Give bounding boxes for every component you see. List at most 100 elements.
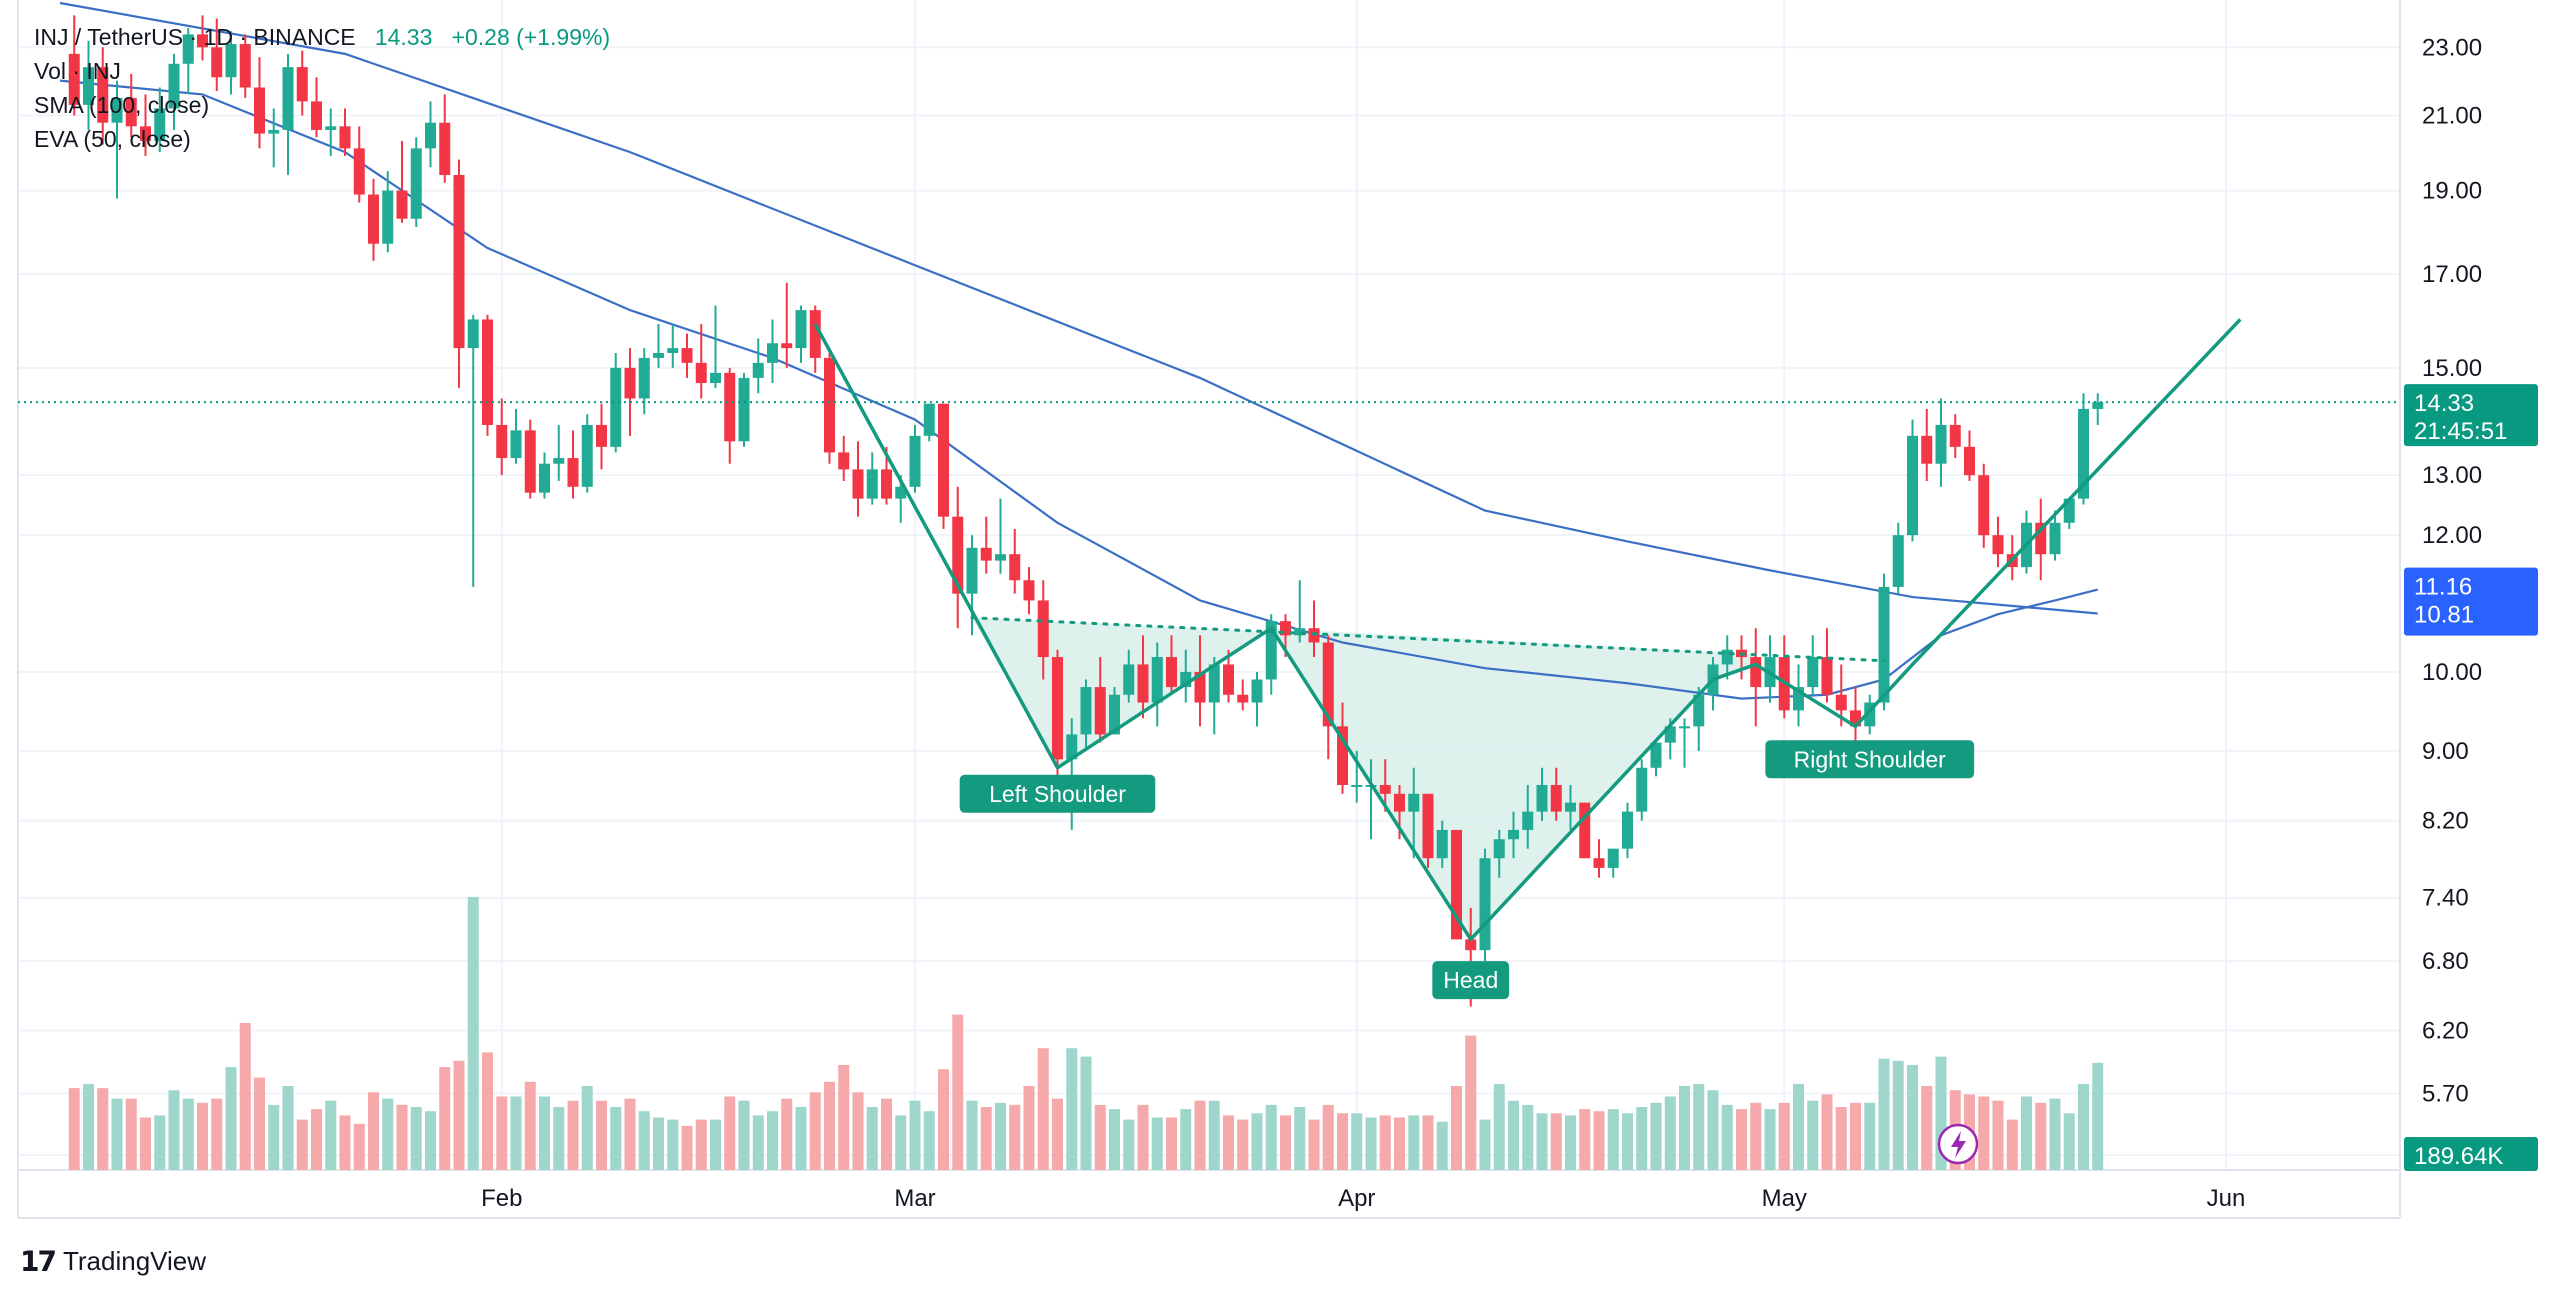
candle-body [1508, 829, 1519, 840]
candle [410, 137, 422, 227]
x-tick-label: Feb [481, 1185, 522, 1212]
candle [1009, 528, 1021, 594]
candle [695, 324, 707, 399]
candle [553, 424, 565, 481]
candle-body [311, 101, 322, 130]
candle-body [325, 126, 337, 130]
candle-body [97, 67, 109, 123]
pattern-label-left-shoulder: Left Shoulder [959, 774, 1156, 813]
candle-body [1194, 671, 1206, 703]
candle-body [1493, 839, 1505, 859]
candle [482, 314, 493, 436]
volume-bar [966, 1100, 978, 1170]
volume-bar [83, 1083, 94, 1170]
candle [2063, 498, 2075, 529]
candle-body [923, 403, 935, 436]
candle-body [168, 63, 180, 109]
candle-body [1479, 858, 1491, 951]
candle-body [1308, 628, 1320, 643]
candle [1308, 600, 1320, 658]
volume-bar [1037, 1048, 1049, 1170]
candle [1978, 463, 1990, 548]
candle [1151, 642, 1163, 727]
volume-bar [1180, 1109, 1192, 1170]
candle-body [125, 97, 137, 127]
candle [1422, 793, 1434, 868]
candle-body [225, 44, 237, 78]
volume-bar [1907, 1065, 1918, 1170]
candle [453, 159, 465, 389]
candle-body [1436, 829, 1448, 859]
candle-body [1522, 811, 1534, 830]
y-tick-label: 5.70 [2422, 1080, 2469, 1107]
volume-bar [1265, 1104, 1277, 1170]
candle [353, 126, 365, 203]
volume-bar [738, 1100, 750, 1170]
volume-bar [767, 1111, 778, 1170]
candle-body [1636, 767, 1648, 812]
candle [1964, 430, 1975, 481]
volume-bar [1707, 1090, 1719, 1170]
volume-bar [1479, 1119, 1491, 1170]
legend-ema[interactable]: EVA (50, close) [34, 126, 191, 152]
ma-value-tag-text: 10.81 [2414, 602, 2474, 629]
volume-bar [1921, 1086, 1933, 1170]
candle-body [938, 403, 949, 517]
candle-body [1864, 702, 1876, 727]
volume-bar [1109, 1109, 1120, 1170]
candle-body [296, 67, 308, 102]
tradingview-wordmark: TradingView [62, 1246, 207, 1276]
volume-bar [1308, 1119, 1320, 1170]
volume-bar [1593, 1111, 1605, 1170]
candle-body [767, 343, 778, 363]
volume-bar [1379, 1115, 1391, 1170]
volume-tag-box [2404, 1137, 2538, 1171]
candle-body [1835, 694, 1847, 711]
volume-bar [781, 1098, 793, 1170]
candle-body [567, 458, 579, 487]
volume-bar [1052, 1098, 1063, 1170]
candle [510, 408, 522, 464]
candle-body [2035, 522, 2047, 555]
volume-bar [1978, 1096, 1990, 1170]
pattern-zigzag [813, 318, 2242, 942]
volume-bar [724, 1096, 736, 1170]
legend-sma[interactable]: SMA (100, close) [34, 92, 210, 118]
legend-volume[interactable]: Vol · INJ [34, 58, 121, 84]
candle-body [653, 353, 664, 358]
tradingview-logo[interactable]: 𝟭𝟳 TradingView [20, 1245, 206, 1278]
candle [425, 101, 436, 168]
volume-bar [254, 1077, 265, 1170]
volume-bar [467, 897, 479, 1170]
volume-bar [1080, 1056, 1092, 1170]
candle [2092, 393, 2104, 425]
volume-bar [667, 1119, 679, 1170]
candle-body [1208, 664, 1220, 703]
y-tick-label: 8.20 [2422, 808, 2469, 835]
volume-bar [68, 1088, 80, 1170]
candle-body [1679, 726, 1690, 729]
candle-body [1422, 793, 1434, 859]
pattern-labels: Left Shoulder Head Right Shoulder [959, 740, 1975, 1000]
candle-body [1949, 424, 1961, 447]
candle [567, 430, 579, 499]
candle [197, 15, 208, 61]
candle [980, 516, 992, 574]
candle-body [852, 469, 864, 499]
symbol-label[interactable]: INJ / TetherUS · 1D · BINANCE [34, 24, 356, 50]
candle [581, 414, 593, 493]
last-price-tag-text: 14.33 [2414, 390, 2474, 417]
volume-bar [1835, 1107, 1847, 1170]
volume-bar [938, 1069, 949, 1170]
volume-bar [125, 1098, 137, 1170]
volume-bar [325, 1100, 337, 1170]
candle [496, 398, 508, 476]
candle [653, 324, 664, 368]
flash-icon[interactable] [1937, 1123, 1979, 1165]
candle-body [1536, 785, 1548, 812]
volume-bar [1878, 1058, 1890, 1170]
y-tick-label: 23.00 [2422, 34, 2482, 61]
volume-bar [1422, 1115, 1434, 1170]
